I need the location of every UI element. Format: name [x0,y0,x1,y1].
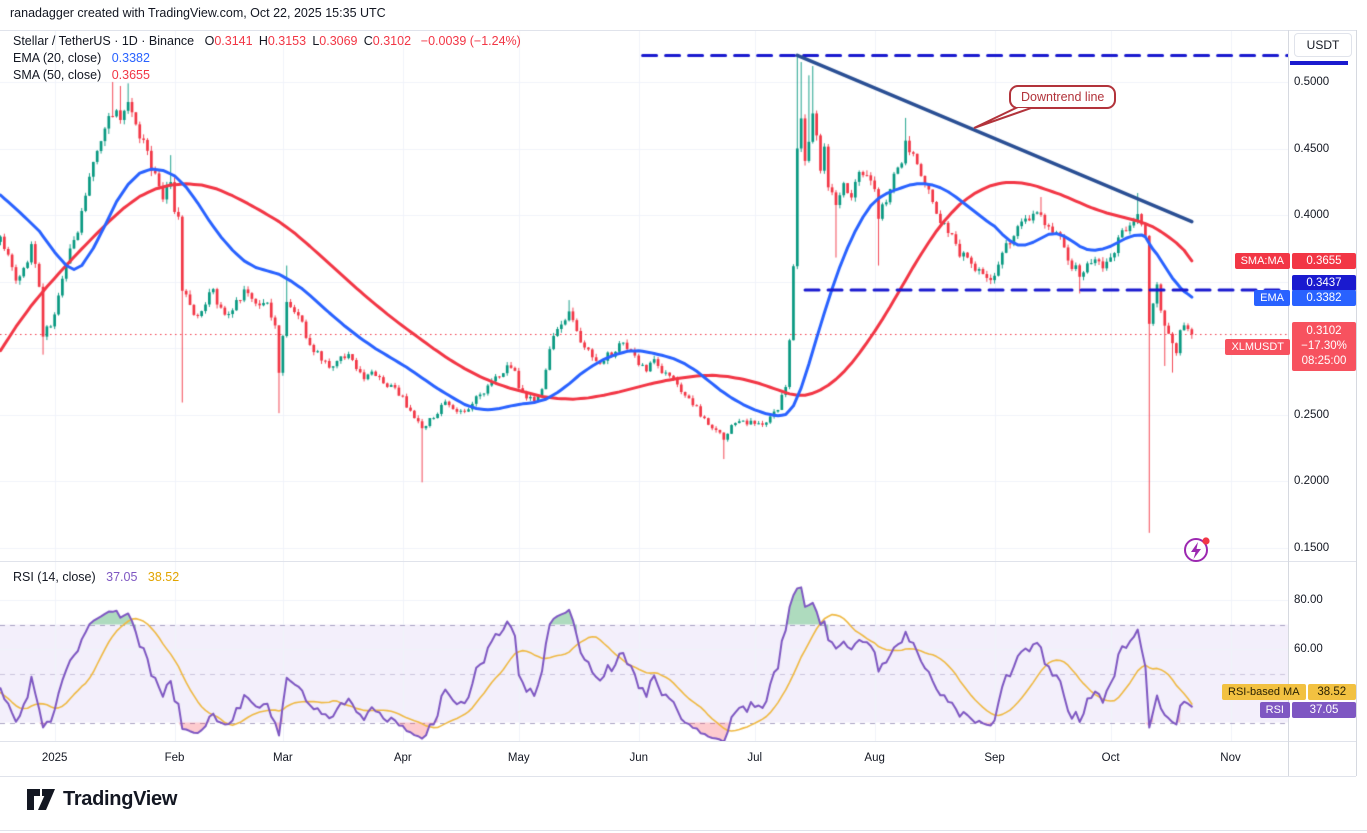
time-tick-label: Feb [164,752,185,764]
ohlc-values: O0.3141 H0.3153 L0.3069 C0.3102 [205,34,418,48]
time-tick-label: Mar [272,752,293,764]
time-tick-label: Aug [864,752,885,764]
page-bottom-separator [0,830,1367,831]
price-tick-label: 0.1500 [1294,541,1330,554]
price-tick-label: 0.4000 [1294,209,1330,221]
spark-icon[interactable] [1182,534,1212,564]
price-tick-label: 0.2000 [1294,475,1330,487]
widget-bottom-border [0,776,1356,777]
xlmusdt-tag-value: 0.3102 −17.30% 08:25:00 [1292,322,1356,372]
ema-legend-row: EMA (20, close) 0.3382 [13,50,521,67]
time-tick-label: Nov [1220,752,1241,764]
sma-value: 0.3655 [111,68,150,82]
time-tick-label: Sep [984,752,1005,764]
price-pane-canvas[interactable] [0,31,1288,561]
price-tick-label: 0.2500 [1294,408,1330,421]
ohlc-letter: L [312,34,320,48]
rsi-value: 37.05 [106,570,138,584]
time-tick-label: Jun [629,752,648,764]
rsi-ma-tag-value: 38.52 [1307,684,1356,700]
rsi-tag-value: 37.05 [1292,702,1356,718]
rsi-pane-canvas[interactable] [0,562,1288,741]
tradingview-logo[interactable]: TradingView [26,786,177,813]
ema-tag-value: 0.3382 [1292,290,1356,307]
change-value: −0.0039 (−1.24%) [420,34,521,48]
widget-top-border [0,30,1356,31]
ohlc-value: 0.3102 [372,34,418,48]
time-axis-border [0,741,1356,742]
time-tick-label: May [507,752,530,764]
symbol-legend-row: Stellar / TetherUS · 1D · Binance O0.314… [13,33,521,50]
downtrend-annotation[interactable]: Downtrend line [1009,85,1117,109]
rsi-ma-value: 38.52 [147,570,180,584]
time-tick-label: 2025 [41,752,68,764]
ohlc-letter: H [258,34,268,48]
chart-legend[interactable]: Stellar / TetherUS · 1D · Binance O0.314… [13,33,521,84]
tradingview-logo-icon [27,789,55,810]
rsi-tick-label: 60.00 [1294,643,1323,655]
ohlc-value: 0.3153 [267,34,313,48]
sma-label[interactable]: SMA (50, close) [13,68,102,82]
sma-tag-label: SMA:MA [1234,252,1290,269]
currency-toggle-button[interactable]: USDT [1294,33,1352,57]
ohlc-value: 0.3069 [319,34,364,48]
lightning-bolt-icon [1191,542,1201,559]
ema-tag-label: EMA [1254,290,1290,307]
price-tick-label: 0.5000 [1294,76,1330,88]
tradingview-wordmark: TradingView [63,788,178,810]
widget-right-border [1356,30,1357,776]
sma-tag-value: 0.3655 [1292,252,1356,269]
time-tick-label: Jul [747,752,763,764]
rsi-tag-label: RSI [1259,702,1290,718]
ohlc-letter: O [204,34,215,48]
rsi-legend-row[interactable]: RSI (14, close) 37.05 38.52 [13,570,179,584]
rsi-ma-tag-label: RSI-based MA [1222,684,1306,700]
time-tick-label: Apr [393,752,412,764]
sma-legend-row: SMA (50, close) 0.3655 [13,67,521,84]
price-tag-sma: SMA:MA 0.3655 [1222,252,1356,269]
rsi-tick-label: 80.00 [1294,594,1323,606]
price-tag-level: 0.3437 [1222,274,1356,291]
price-tag-rsi: RSI 37.05 [1222,702,1356,718]
ema-label[interactable]: EMA (20, close) [13,51,102,65]
pane-separator[interactable] [0,561,1356,562]
price-tag-rsi-ma: RSI-based MA 38.52 [1222,684,1356,700]
price-tick-label: 0.4500 [1294,142,1330,155]
price-tag-ema: EMA 0.3382 [1222,290,1356,307]
level-tag-value: 0.3437 [1292,274,1356,291]
annotation-tail [973,103,1032,129]
ema-value: 0.3382 [111,51,150,65]
time-tick-label: Oct [1101,752,1120,764]
symbol-title[interactable]: Stellar / TetherUS · 1D · Binance [13,34,195,48]
attribution-text: ranadagger created with TradingView.com,… [10,6,386,20]
xlmusdt-tag-label: XLMUSDT [1225,338,1290,355]
ohlc-letter: C [363,34,373,48]
rsi-label[interactable]: RSI (14, close) [13,570,96,584]
price-tag-xlmusdt: XLMUSDT 0.3102 −17.30% 08:25:00 [1222,322,1356,372]
price-axis-border [1288,30,1289,776]
notification-dot [1202,537,1210,545]
ohlc-value: 0.3141 [214,34,259,48]
level-axis-marker [1290,61,1348,65]
